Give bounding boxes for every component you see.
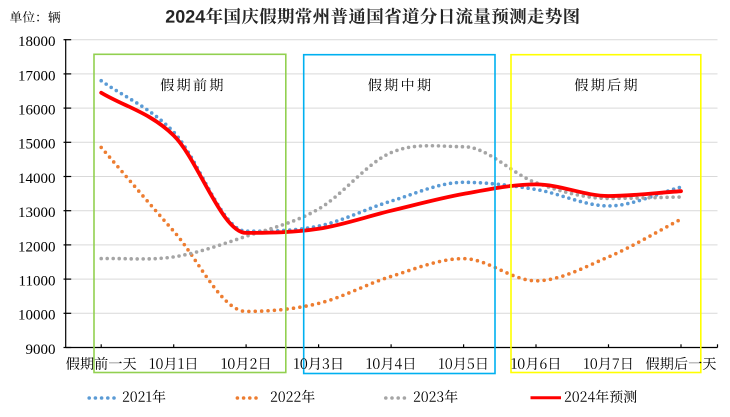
svg-text:12000: 12000	[18, 239, 56, 255]
svg-text:14000: 14000	[18, 171, 56, 187]
svg-text:11000: 11000	[19, 274, 56, 290]
svg-text:16000: 16000	[18, 103, 56, 119]
svg-text:18000: 18000	[18, 34, 56, 50]
svg-text:10000: 10000	[18, 308, 56, 324]
svg-text:9000: 9000	[26, 342, 56, 358]
svg-text:17000: 17000	[18, 68, 56, 84]
svg-text:15000: 15000	[18, 137, 56, 153]
svg-text:13000: 13000	[18, 205, 56, 221]
